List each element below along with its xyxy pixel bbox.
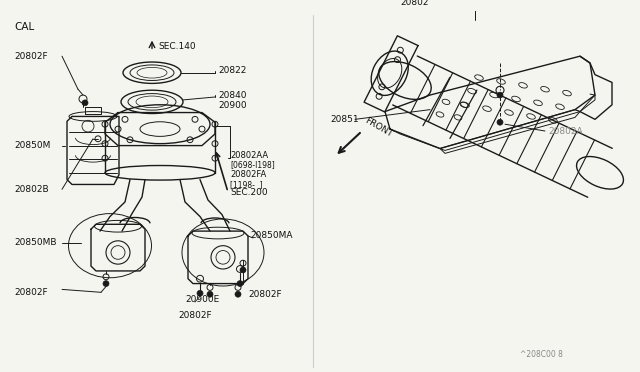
Text: 20802F: 20802F (248, 290, 282, 299)
Text: FRONT: FRONT (363, 116, 394, 139)
Text: 20802B: 20802B (14, 185, 49, 194)
Text: 20900: 20900 (218, 101, 246, 110)
Text: 20802: 20802 (400, 0, 429, 7)
Circle shape (240, 267, 246, 273)
Text: [0698-I198]: [0698-I198] (230, 161, 275, 170)
Text: 20802F: 20802F (14, 288, 47, 297)
Text: SEC.140: SEC.140 (158, 42, 196, 51)
Text: 20802F: 20802F (178, 311, 212, 320)
Circle shape (497, 92, 503, 98)
Text: 20840: 20840 (218, 90, 246, 100)
Circle shape (103, 280, 109, 286)
Circle shape (497, 119, 503, 125)
Circle shape (197, 291, 203, 296)
Text: ^208C00 8: ^208C00 8 (520, 350, 563, 359)
Text: 20900E: 20900E (185, 295, 220, 304)
Text: 20851: 20851 (330, 115, 358, 124)
Text: 20802AA: 20802AA (230, 151, 268, 160)
Text: 20850MB: 20850MB (14, 238, 56, 247)
Circle shape (237, 280, 243, 286)
Text: 20802FA: 20802FA (230, 170, 266, 179)
Text: CAL: CAL (14, 22, 35, 32)
Text: [1198-  ]: [1198- ] (230, 180, 262, 189)
Text: 20850MA: 20850MA (250, 231, 292, 240)
Circle shape (235, 291, 241, 297)
Text: SEC.200: SEC.200 (230, 188, 268, 197)
Circle shape (82, 100, 88, 106)
Text: 20822: 20822 (218, 66, 246, 75)
Text: 20802F: 20802F (14, 52, 47, 61)
Text: 20802A: 20802A (548, 126, 582, 135)
Circle shape (207, 291, 213, 297)
Text: 20850M: 20850M (14, 141, 51, 150)
